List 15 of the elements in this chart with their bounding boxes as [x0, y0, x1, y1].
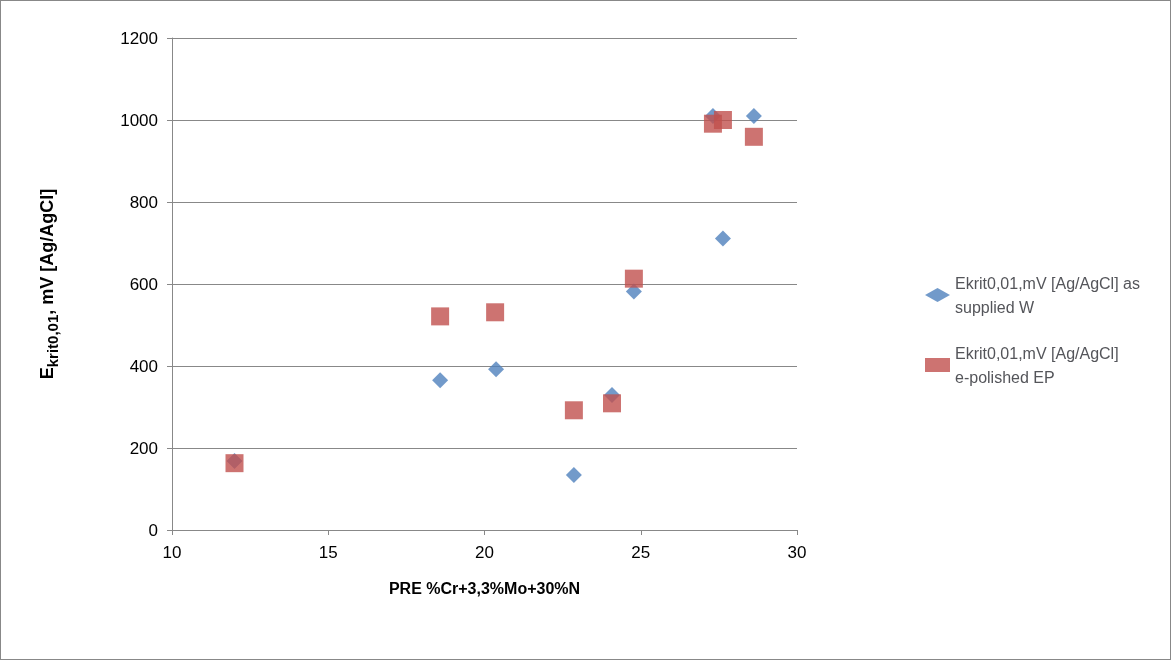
- legend-label: Ekrit0,01,mV [Ag/AgCl] as supplied W: [955, 274, 1145, 316]
- x-tick-label: 20: [475, 543, 494, 562]
- y-tick-label: 800: [129, 192, 158, 212]
- y-tick-label: 400: [129, 356, 158, 376]
- x-axis-title: PRE %Cr+3,3%Mo+30%N: [388, 579, 581, 597]
- y-tick-label: 600: [129, 274, 158, 294]
- y-tick-label: 200: [129, 438, 158, 458]
- legend-label: Ekrit0,01,mV [Ag/AgCl] e-polished EP: [955, 344, 1124, 386]
- x-tick-label: 25: [631, 543, 651, 562]
- x-tick-label: 15: [318, 543, 338, 562]
- y-tick-label: 1000: [120, 110, 158, 130]
- x-tick-label: 30: [787, 543, 807, 562]
- y-tick-label: 1200: [120, 28, 158, 48]
- x-tick-label: 10: [162, 543, 182, 562]
- y-tick-label: 0: [148, 520, 158, 540]
